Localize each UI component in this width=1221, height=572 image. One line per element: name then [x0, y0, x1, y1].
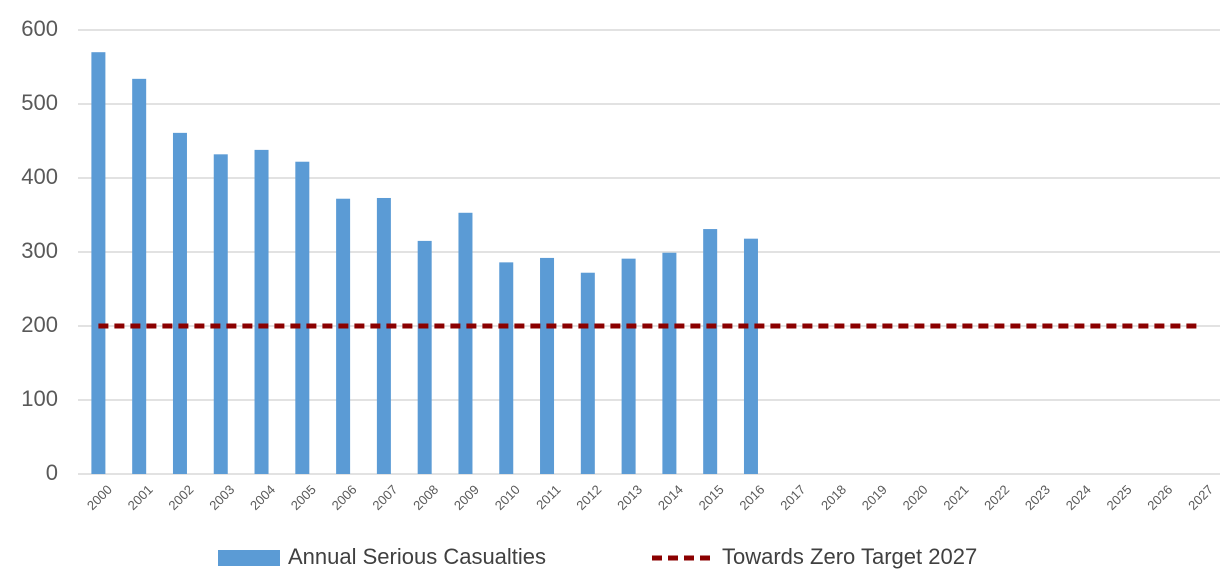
- x-tick-label: 2015: [696, 482, 727, 513]
- y-tick-label: 100: [21, 386, 58, 411]
- bar: [580, 272, 595, 474]
- x-tick-label: 2014: [655, 482, 686, 513]
- x-tick-label: 2017: [777, 482, 808, 513]
- x-tick-label: 2025: [1104, 482, 1135, 513]
- x-tick-label: 2021: [940, 482, 971, 513]
- y-tick-label: 300: [21, 238, 58, 263]
- bar: [376, 197, 391, 475]
- y-tick-label: 0: [46, 460, 58, 485]
- x-tick-label: 2000: [84, 482, 115, 513]
- legend-swatch: [218, 550, 280, 566]
- bar: [132, 78, 147, 474]
- bar: [499, 262, 514, 474]
- bar: [91, 52, 106, 474]
- bar: [662, 252, 677, 474]
- x-tick-label: 2024: [1063, 482, 1094, 513]
- bar: [254, 149, 269, 474]
- x-tick-label: 2012: [573, 482, 604, 513]
- bar: [213, 154, 228, 474]
- x-tick-label: 2006: [329, 482, 360, 513]
- y-tick-label: 400: [21, 164, 58, 189]
- bar: [743, 238, 758, 474]
- x-tick-label: 2010: [492, 482, 523, 513]
- x-tick-label: 2005: [288, 482, 319, 513]
- x-tick-label: 2007: [369, 482, 400, 513]
- bar: [172, 132, 187, 475]
- x-tick-label: 2004: [247, 482, 278, 513]
- x-tick-label: 2027: [1185, 482, 1216, 513]
- bar: [295, 161, 310, 474]
- x-tick-label: 2023: [1022, 482, 1053, 513]
- x-tick-label: 2008: [410, 482, 441, 513]
- y-tick-label: 600: [21, 16, 58, 41]
- legend-label: Annual Serious Casualties: [288, 544, 546, 569]
- bar: [417, 240, 432, 474]
- legend-label: Towards Zero Target 2027: [722, 544, 977, 569]
- x-tick-label: 2001: [125, 482, 156, 513]
- x-tick-label: 2011: [533, 482, 563, 512]
- x-tick-label: 2020: [900, 482, 931, 513]
- x-tick-label: 2022: [981, 482, 1012, 513]
- x-tick-label: 2013: [614, 482, 645, 513]
- bar: [703, 229, 718, 474]
- x-tick-label: 2019: [859, 482, 890, 513]
- x-tick-label: 2016: [736, 482, 767, 513]
- bar: [458, 212, 473, 474]
- x-tick-label: 2018: [818, 482, 849, 513]
- x-tick-label: 2003: [206, 482, 237, 513]
- y-tick-label: 500: [21, 90, 58, 115]
- x-tick-label: 2009: [451, 482, 482, 513]
- bar: [336, 198, 351, 474]
- x-tick-label: 2002: [165, 482, 196, 513]
- y-tick-label: 200: [21, 312, 58, 337]
- bar: [540, 257, 555, 474]
- x-tick-label: 2026: [1144, 482, 1175, 513]
- bar: [621, 258, 636, 474]
